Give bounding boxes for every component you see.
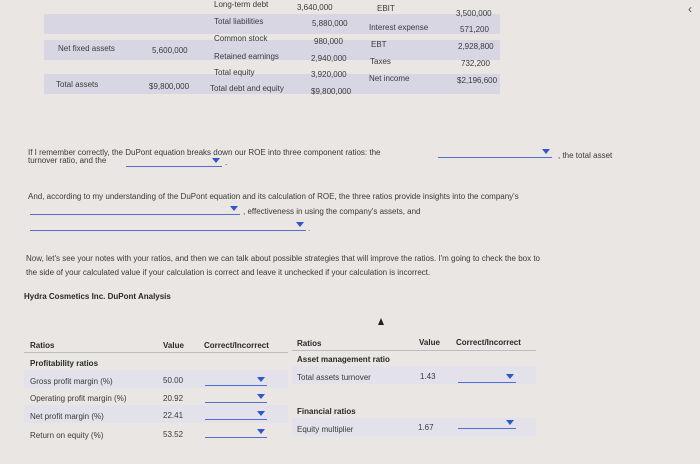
net-income-label: Net income: [369, 74, 410, 83]
total-liabilities-label: Total liabilities: [214, 17, 264, 26]
chevron-down-icon: [506, 374, 514, 379]
net-fixed-assets-value: 5,600,000: [152, 46, 188, 55]
roe-value: 53.52: [163, 430, 184, 439]
total-equity-value: 3,920,000: [311, 70, 347, 79]
total-liabilities-value: 5,880,000: [312, 19, 348, 28]
chevron-down-icon: [257, 377, 265, 382]
para1-text-d: .: [225, 158, 228, 167]
balance-band-2: [44, 40, 500, 60]
retained-earnings-label: Retained earnings: [214, 52, 279, 61]
chevron-down-icon: [212, 158, 220, 163]
total-debt-equity-value: $9,800,000: [311, 87, 352, 96]
total-assets-value: $9,800,000: [149, 82, 190, 91]
header-value-2: Value: [419, 338, 440, 347]
header-divider-2: [292, 350, 536, 351]
header-correct: Correct/Incorrect: [204, 341, 269, 350]
chevron-down-icon: [257, 429, 265, 434]
table-row-band: [24, 405, 288, 423]
table-row-band: [24, 370, 288, 388]
long-term-debt-label: Long-term debt: [214, 0, 269, 9]
chevron-down-icon: [230, 206, 238, 211]
para2-text-c: .: [308, 224, 311, 233]
para1-text-c: turnover ratio, and the: [28, 156, 107, 165]
balance-band-1: [44, 14, 500, 34]
dropdown-ratio-2[interactable]: [126, 155, 222, 167]
retained-earnings-value: 2,940,000: [311, 54, 347, 63]
net-income-value: $2,196,600: [457, 76, 498, 85]
roe-label: Return on equity (%): [30, 431, 104, 440]
interest-value: 571,200: [460, 25, 489, 34]
para2-text-a: And, according to my understanding of th…: [28, 192, 519, 201]
net-fixed-assets-label: Net fixed assets: [58, 44, 115, 53]
analysis-title: Hydra Cosmetics Inc. DuPont Analysis: [24, 292, 171, 301]
asset-mgmt-title: Asset management ratio: [297, 355, 390, 364]
equity-multiplier-value: 1.67: [418, 423, 434, 432]
asset-turnover-check-dropdown[interactable]: [458, 371, 516, 383]
common-stock-label: Common stock: [214, 34, 268, 43]
financial-title: Financial ratios: [297, 407, 356, 416]
mouse-cursor-icon: [378, 318, 384, 325]
header-divider: [24, 352, 288, 353]
gross-margin-check-dropdown[interactable]: [205, 374, 267, 386]
interest-label: Interest expense: [369, 23, 429, 32]
chevron-down-icon: [257, 411, 265, 416]
para1-text-b: , the total asset: [558, 151, 613, 160]
total-asset-turnover-label: Total assets turnover: [297, 373, 371, 382]
para1-text-a: If I remember correctly, the DuPont equa…: [28, 148, 381, 157]
common-stock-value: 980,000: [314, 37, 343, 46]
net-margin-label: Net profit margin (%): [30, 412, 104, 421]
chevron-down-icon: [257, 394, 265, 399]
header-correct-2: Correct/Incorrect: [456, 338, 521, 347]
gross-margin-label: Gross profit margin (%): [30, 377, 113, 386]
net-margin-check-dropdown[interactable]: [205, 408, 267, 420]
roe-check-dropdown[interactable]: [205, 426, 267, 438]
total-equity-label: Total equity: [214, 68, 255, 77]
ebt-label: EBT: [371, 40, 387, 49]
chevron-down-icon: [542, 149, 550, 154]
equity-multiplier-check-dropdown[interactable]: [458, 417, 516, 429]
long-term-debt-value: 3,640,000: [297, 3, 333, 12]
ebt-value: 2,928,800: [458, 42, 494, 51]
ebit-value: 3,500,000: [456, 9, 492, 18]
header-ratios-2: Ratios: [297, 339, 322, 348]
operating-margin-label: Operating profit margin (%): [30, 394, 127, 403]
ebit-label: EBIT: [377, 4, 395, 13]
taxes-value: 732,200: [461, 59, 490, 68]
header-value: Value: [163, 341, 184, 350]
dropdown-insight-1[interactable]: [30, 203, 240, 215]
operating-margin-check-dropdown[interactable]: [205, 391, 267, 403]
para3-text-a: Now, let's see your notes with your rati…: [26, 254, 540, 263]
profitability-title: Profitability ratios: [30, 359, 99, 368]
total-asset-turnover-value: 1.43: [420, 372, 436, 381]
table-row-band: [292, 418, 536, 436]
equity-multiplier-label: Equity multiplier: [297, 425, 354, 434]
dropdown-ratio-1[interactable]: [438, 146, 552, 158]
total-debt-equity-label: Total debt and equity: [210, 84, 284, 93]
total-assets-label: Total assets: [56, 80, 99, 89]
chevron-left-icon[interactable]: ‹: [688, 2, 692, 16]
balance-band-3: [44, 74, 500, 94]
para3-text-b: the side of your calculated value if you…: [26, 268, 431, 277]
dropdown-insight-2[interactable]: [30, 219, 306, 231]
operating-margin-value: 20.92: [163, 394, 184, 403]
header-ratios: Ratios: [30, 341, 55, 350]
taxes-label: Taxes: [370, 57, 391, 66]
chevron-down-icon: [296, 222, 304, 227]
net-margin-value: 22.41: [163, 411, 184, 420]
table-row-band: [292, 366, 536, 384]
para2-text-b: , effectiveness in using the company's a…: [243, 207, 421, 216]
gross-margin-value: 50.00: [163, 376, 184, 385]
chevron-down-icon: [506, 420, 514, 425]
